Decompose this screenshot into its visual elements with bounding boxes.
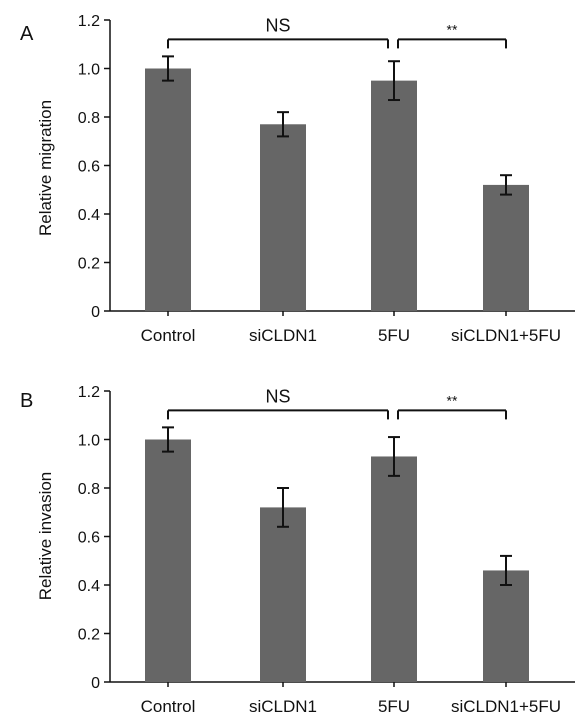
bar (145, 68, 191, 311)
y-tick-label: 0.2 (78, 627, 100, 644)
bar (260, 507, 306, 682)
bar (145, 439, 191, 682)
y-tick-label: 1.0 (78, 433, 100, 450)
y-tick-label: 0.6 (78, 159, 100, 176)
y-axis-label: Relative invasion (36, 472, 55, 601)
bar (371, 80, 417, 311)
y-tick-label: 0 (91, 675, 100, 692)
y-tick-label: 0.2 (78, 256, 100, 273)
y-tick-label: 0.4 (78, 207, 100, 224)
y-tick-label: 0 (91, 304, 100, 321)
significance-label: ** (447, 21, 458, 37)
y-tick-label: 1.0 (78, 62, 100, 79)
x-tick-label: siCLDN1+5FU (451, 326, 561, 345)
panel-label: B (20, 390, 33, 412)
panel-b: B Relative invasion 0 0.2 0.4 0.6 0.8 1.0 1.2 C… (20, 384, 575, 716)
bar (483, 184, 529, 311)
y-tick-label: 0.8 (78, 110, 100, 127)
y-tick-label: 0.8 (78, 481, 100, 498)
significance-label: NS (265, 15, 290, 35)
significance-label: NS (265, 386, 290, 406)
bar (483, 570, 529, 682)
x-tick-label: 5FU (378, 697, 410, 716)
panel-a: A Relative migration 0 0.2 0.4 0.6 0.8 1.0 1.2… (20, 13, 575, 345)
y-tick-label: 1.2 (78, 384, 100, 401)
bar (260, 124, 306, 312)
y-tick-label: 1.2 (78, 13, 100, 30)
y-tick-label: 0.4 (78, 578, 100, 595)
panel-label: A (20, 23, 34, 45)
plot-area: 0 0.2 0.4 0.6 0.8 1.0 1.2 Control siCLDN1 5FU siCL… (78, 13, 575, 345)
bar (371, 456, 417, 682)
y-tick-label: 0.6 (78, 530, 100, 547)
plot-area: 0 0.2 0.4 0.6 0.8 1.0 1.2 Control siCLDN1 5FU siCL… (78, 384, 575, 716)
x-tick-label: Control (141, 326, 196, 345)
significance-label: ** (447, 392, 458, 408)
x-tick-label: 5FU (378, 326, 410, 345)
y-axis-label: Relative migration (36, 100, 55, 236)
x-tick-label: siCLDN1 (249, 697, 317, 716)
x-tick-label: siCLDN1 (249, 326, 317, 345)
x-tick-label: Control (141, 697, 196, 716)
x-tick-label: siCLDN1+5FU (451, 697, 561, 716)
